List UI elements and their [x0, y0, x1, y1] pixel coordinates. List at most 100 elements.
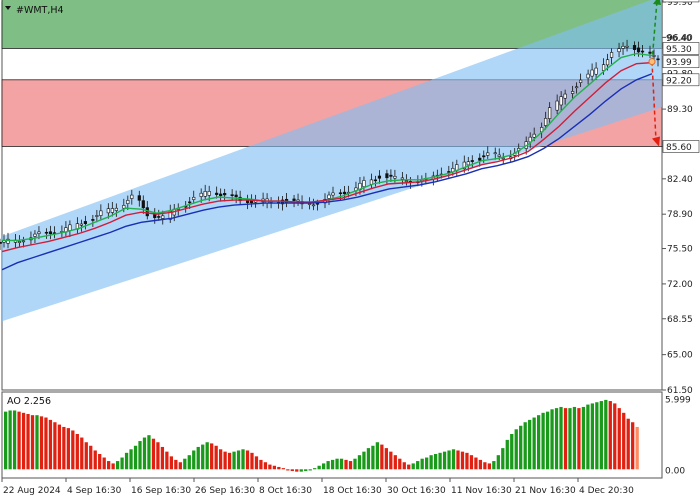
candle-body [338, 192, 343, 195]
ao-bar [420, 458, 424, 470]
ao-bar [438, 452, 442, 470]
ao-bar [201, 444, 205, 470]
candle-body [636, 47, 641, 53]
ma-line [1, 73, 653, 271]
ao-bar [487, 463, 491, 470]
ao-bar [281, 468, 285, 470]
candle-body [79, 223, 83, 226]
ao-bar [183, 458, 187, 470]
ao-bar [142, 437, 147, 470]
candle-body [342, 191, 347, 195]
candle-body [230, 194, 234, 196]
ao-bar [451, 449, 456, 470]
ao-bar [8, 410, 12, 470]
ao-bar [371, 445, 375, 470]
ao-bar [380, 444, 384, 470]
ao-bar [375, 442, 380, 470]
ao-bar [536, 415, 541, 470]
candle-body [327, 194, 331, 199]
ao-bar [17, 411, 21, 470]
ao-bar [541, 412, 545, 470]
price-label: 92.20 [666, 76, 692, 86]
ao-bar [353, 458, 357, 470]
arrow-up-icon [653, 0, 661, 5]
x-tick-label: 26 Sep 16:30 [195, 486, 255, 496]
ao-bar [635, 426, 639, 470]
ao-bar [483, 462, 487, 470]
candle-body [486, 152, 490, 156]
candle-body [130, 194, 134, 199]
ao-bar [290, 469, 294, 472]
y-tick-label: 82.40 [667, 175, 693, 185]
ao-bar [133, 445, 138, 470]
ao-bar [102, 457, 106, 470]
ao-bar [53, 422, 57, 470]
ao-bar [429, 455, 433, 470]
candle-body [493, 152, 497, 155]
arrow-up-line [651, 0, 658, 62]
candle-body [48, 231, 53, 235]
ao-bar [523, 422, 527, 470]
ao-bar [241, 449, 245, 470]
ao-bar [223, 451, 227, 470]
candle-body [99, 210, 103, 216]
ao-bar [272, 465, 277, 470]
candle-body [548, 107, 552, 119]
ao-bar [299, 469, 303, 472]
candle-body [590, 69, 594, 77]
ao-bar [308, 469, 312, 471]
ao-bar [608, 401, 612, 470]
candle-body [601, 64, 606, 71]
candle-body [617, 48, 621, 53]
ao-bar [277, 466, 281, 470]
candle-body [652, 55, 656, 57]
ao-bar [120, 457, 124, 470]
candle-body [563, 93, 567, 99]
ao-bar [115, 461, 120, 470]
ao-bar [178, 462, 182, 470]
ao-bar [572, 406, 577, 470]
ao-bar [89, 445, 93, 470]
candle-body [470, 160, 474, 162]
price-label: 100.50 [666, 0, 698, 2]
candle-body [168, 211, 172, 220]
x-tick-label: 16 Sep 16:30 [131, 486, 191, 496]
ao-bar [335, 458, 339, 470]
price-label: 85.60 [666, 143, 692, 153]
ao-bar [218, 449, 223, 470]
candle-body [400, 177, 404, 180]
ao-bar [581, 406, 586, 470]
moving-averages [1, 52, 653, 271]
candle-body [621, 45, 625, 49]
ao-histogram [4, 399, 639, 472]
ao-bar [174, 459, 178, 470]
y-tick-label: 72.00 [667, 280, 693, 290]
ao-bar [57, 424, 62, 470]
ao-bar [545, 411, 550, 470]
ao-bar [514, 429, 518, 470]
candle-body [586, 73, 590, 79]
candle-body [296, 199, 300, 202]
candle-body [632, 45, 637, 50]
candle-body [640, 50, 645, 53]
ao-bar [613, 403, 617, 470]
ao-bar [295, 469, 299, 472]
ao-bar [254, 456, 259, 470]
x-tick-label: 18 Oct 16:30 [323, 486, 382, 496]
ao-bar [205, 442, 209, 470]
ao-bar [147, 435, 151, 470]
chevron-down-icon[interactable] [5, 6, 11, 10]
ao-bar [245, 450, 250, 470]
ao-bar [416, 461, 420, 470]
ao-bar [402, 462, 406, 470]
y-tick-label: 65.00 [667, 351, 693, 361]
candle-body [331, 192, 335, 196]
ao-bar [357, 455, 362, 470]
window-title: #WMT,H4 [16, 5, 64, 16]
ao-tick-label: 0.00 [665, 466, 685, 476]
candle-body [6, 238, 10, 244]
ao-bar [129, 449, 133, 470]
candle-body [404, 180, 408, 182]
candle-body [478, 157, 482, 161]
